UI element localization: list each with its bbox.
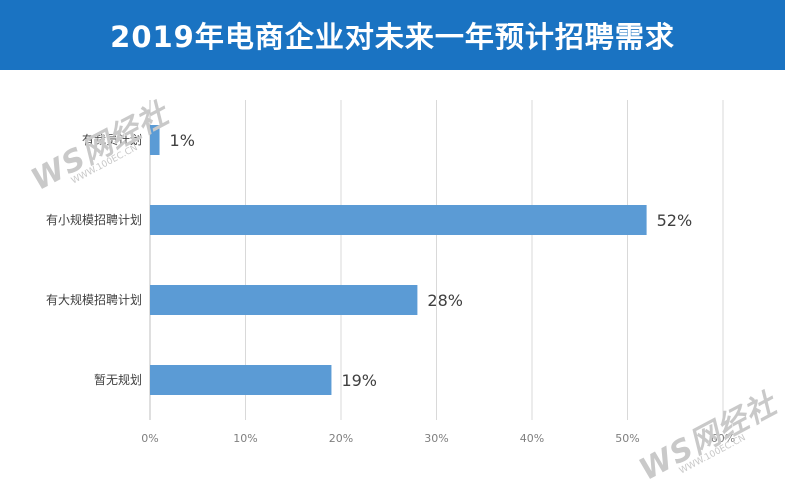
data-label: 52%	[657, 211, 693, 230]
data-label: 1%	[170, 131, 195, 150]
bar	[150, 125, 160, 155]
title-banner: 2019年电商企业对未来一年预计招聘需求	[0, 0, 785, 70]
chart-canvas: 0% 10% 20% 30% 40% 50% 60% 有裁员计划 1% 有小规模招聘计划 52% 有大…	[46, 100, 735, 445]
bar	[150, 285, 418, 315]
x-tick-label: 60%	[711, 432, 735, 445]
x-tick-label: 50%	[615, 432, 639, 445]
category-label: 有小规模招聘计划	[46, 212, 142, 227]
data-label: 19%	[341, 371, 377, 390]
x-tick-label: 20%	[329, 432, 353, 445]
bar-chart: 0% 10% 20% 30% 40% 50% 60% 有裁员计划 1% 有小规模招聘计划 52% 有大…	[0, 70, 785, 488]
x-tick-label: 30%	[424, 432, 448, 445]
category-label: 有裁员计划	[82, 133, 142, 147]
data-label: 28%	[427, 291, 463, 310]
bar	[150, 205, 647, 235]
x-tick-label: 10%	[233, 432, 257, 445]
category-label: 有大规模招聘计划	[46, 292, 142, 307]
x-tick-label: 40%	[520, 432, 544, 445]
category-label: 暂无规划	[94, 372, 142, 387]
chart-title: 2019年电商企业对未来一年预计招聘需求	[110, 20, 675, 54]
bar	[150, 365, 332, 395]
x-tick-label: 0%	[141, 432, 158, 445]
